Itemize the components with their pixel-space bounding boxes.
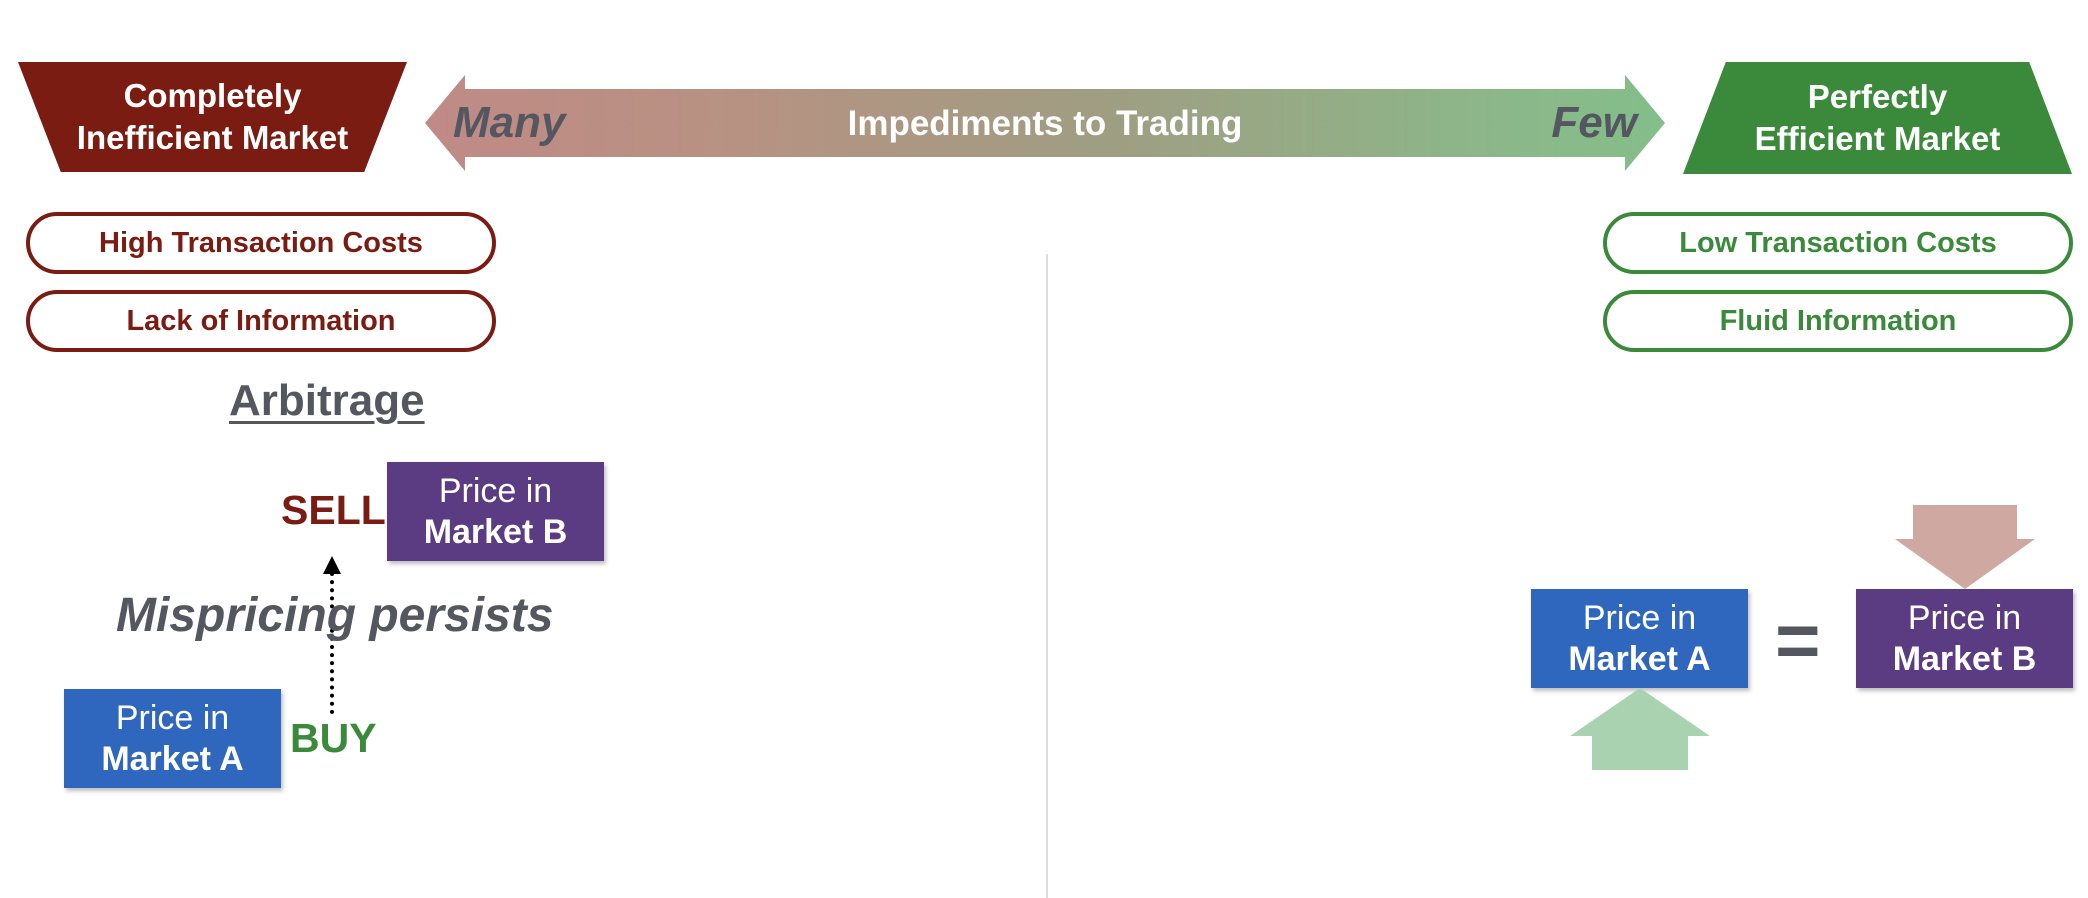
down-block-arrow-icon	[1895, 505, 2035, 589]
dotted-arrow-line	[330, 572, 334, 714]
center-divider	[1046, 254, 1048, 898]
right-market-a-price-box: Price in Market A	[1531, 589, 1748, 688]
arrow-up-icon	[323, 556, 341, 574]
lack-of-information-label: Lack of Information	[126, 304, 396, 337]
equals-sign: =	[1775, 596, 1821, 684]
inefficient-market-line2: Inefficient Market	[76, 119, 349, 156]
left-market-b-line2: Market B	[423, 512, 568, 551]
fluid-information-label: Fluid Information	[1719, 304, 1957, 337]
sell-label: SELL	[281, 487, 386, 533]
fluid-information-pill: Fluid Information	[1603, 290, 2073, 352]
low-transaction-costs-label: Low Transaction Costs	[1679, 226, 1997, 259]
lack-of-information-pill: Lack of Information	[26, 290, 496, 352]
right-market-b-line1: Price in	[1907, 598, 2022, 637]
up-block-arrow-icon	[1570, 688, 1710, 770]
left-market-b-line1: Price in	[438, 471, 553, 510]
left-market-b-price-box: Price in Market B	[387, 462, 604, 561]
arrow-title: Impediments to Trading	[847, 104, 1243, 143]
buy-label: BUY	[290, 715, 377, 761]
left-market-a-line2: Market A	[101, 739, 244, 778]
efficient-market-header: Perfectly Efficient Market	[1683, 62, 2072, 174]
left-market-a-line1: Price in	[115, 698, 230, 737]
right-market-b-line2: Market B	[1892, 639, 2037, 678]
arbitrage-title: Arbitrage	[229, 376, 425, 425]
mispricing-text: Mispricing persists	[116, 589, 554, 642]
inefficient-market-line1: Completely	[123, 77, 302, 114]
right-market-a-line2: Market A	[1568, 639, 1711, 678]
right-market-a-line1: Price in	[1582, 598, 1697, 637]
efficient-market-line1: Perfectly	[1807, 78, 1948, 115]
efficient-market-line2: Efficient Market	[1754, 120, 2001, 157]
high-transaction-costs-pill: High Transaction Costs	[26, 212, 496, 274]
left-market-a-price-box: Price in Market A	[64, 689, 281, 788]
high-transaction-costs-label: High Transaction Costs	[99, 226, 423, 259]
arrow-few-label: Few	[1551, 98, 1637, 147]
right-market-b-price-box: Price in Market B	[1856, 589, 2073, 688]
low-transaction-costs-pill: Low Transaction Costs	[1603, 212, 2073, 274]
impediments-arrow: Many Impediments to Trading Few	[425, 75, 1665, 171]
inefficient-market-header: Completely Inefficient Market	[18, 62, 407, 172]
arrow-many-label: Many	[453, 98, 566, 147]
gradient-double-arrow-icon	[425, 75, 1665, 171]
